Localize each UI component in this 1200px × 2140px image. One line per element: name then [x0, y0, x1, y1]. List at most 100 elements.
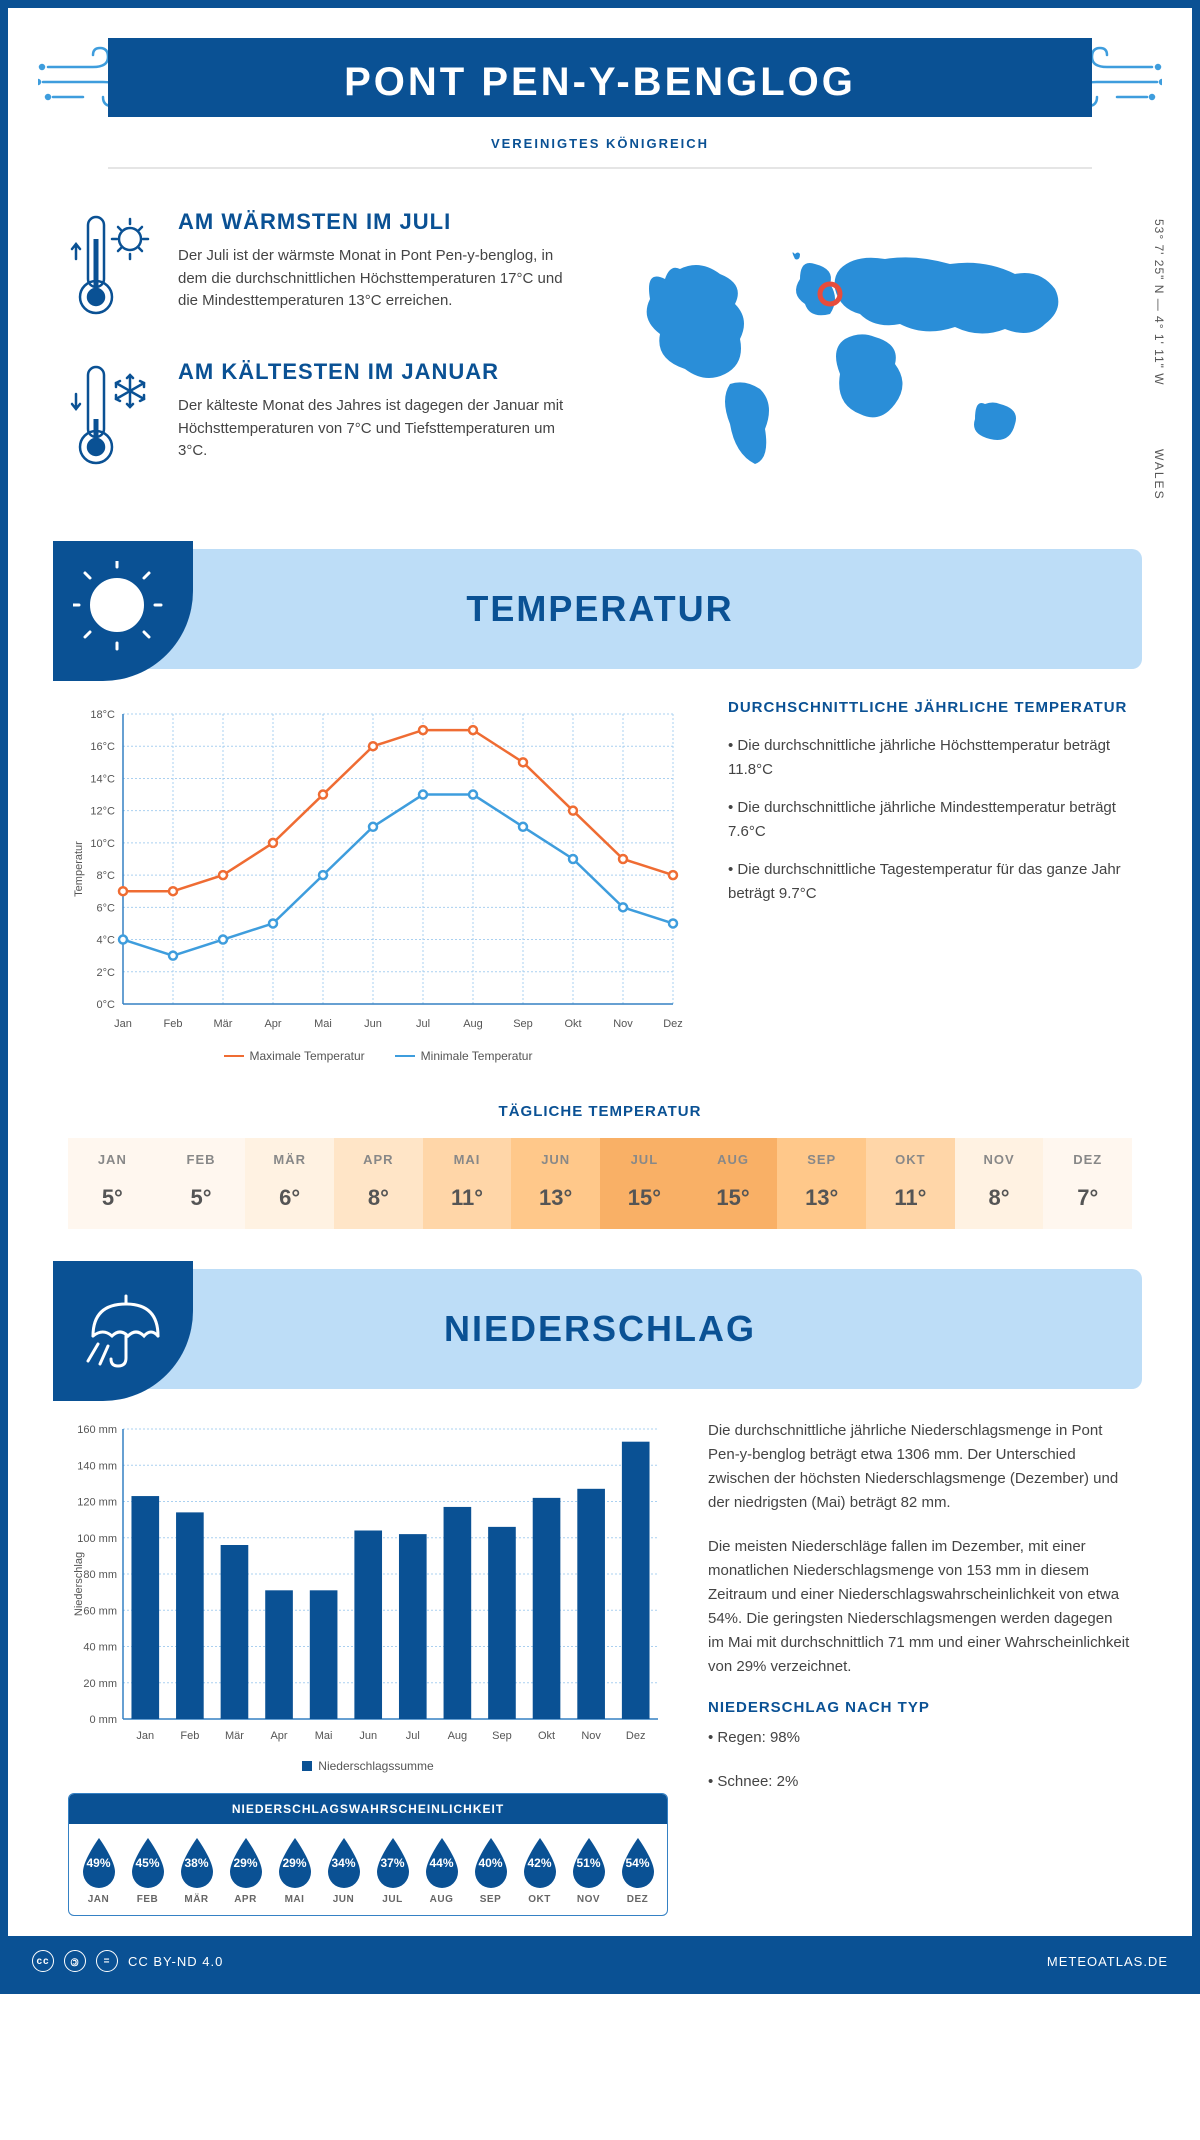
region-label: WALES: [1152, 449, 1166, 501]
by-icon: 🄯: [64, 1950, 86, 1972]
svg-text:Temperatur: Temperatur: [73, 841, 85, 897]
subtitle-bar: VEREINIGTES KÖNIGREICH: [108, 117, 1092, 169]
svg-text:16°C: 16°C: [90, 741, 115, 753]
svg-text:Dez: Dez: [663, 1018, 683, 1030]
precip-legend: Niederschlagssumme: [68, 1759, 668, 1773]
sun-icon: [53, 541, 193, 681]
prob-cell: 51%NOV: [565, 1836, 612, 1905]
raindrop-icon: 51%: [568, 1836, 610, 1888]
svg-text:20 mm: 20 mm: [83, 1678, 117, 1690]
warmest-block: AM WÄRMSTEN IM JULI Der Juli ist der wär…: [68, 209, 585, 329]
precip-section-title: NIEDERSCHLAG: [444, 1308, 756, 1350]
svg-text:Dez: Dez: [626, 1730, 646, 1742]
temperature-chart: 0°C2°C4°C6°C8°C10°C12°C14°C16°C18°CJanFe…: [68, 699, 688, 1063]
temp-info-1: • Die durchschnittliche jährliche Höchst…: [728, 734, 1132, 782]
svg-text:160 mm: 160 mm: [77, 1424, 117, 1436]
raindrop-icon: 45%: [127, 1836, 169, 1888]
temp-section-title: TEMPERATUR: [466, 588, 733, 630]
svg-text:Mai: Mai: [315, 1730, 333, 1742]
thermometer-snow-icon: [68, 359, 158, 479]
svg-text:Feb: Feb: [180, 1730, 199, 1742]
precip-type-1: • Regen: 98%: [708, 1726, 1132, 1750]
site-name: METEOATLAS.DE: [1047, 1954, 1168, 1969]
daily-cell: AUG15°: [689, 1138, 778, 1229]
daily-cell: FEB5°: [157, 1138, 246, 1229]
svg-text:Mär: Mär: [214, 1018, 233, 1030]
daily-cell: MAI11°: [423, 1138, 512, 1229]
svg-text:Jan: Jan: [114, 1018, 132, 1030]
svg-text:14°C: 14°C: [90, 773, 115, 785]
prob-cell: 29%APR: [222, 1836, 269, 1905]
daily-cell: JUN13°: [511, 1138, 600, 1229]
daily-cell: DEZ7°: [1043, 1138, 1132, 1229]
thermometer-sun-icon: [68, 209, 158, 329]
svg-text:6°C: 6°C: [97, 902, 116, 914]
raindrop-icon: 42%: [519, 1836, 561, 1888]
precip-type-title: NIEDERSCHLAG NACH TYP: [708, 1699, 1132, 1716]
legend-max: Maximale Temperatur: [250, 1049, 365, 1063]
location-title: PONT PEN-Y-BENGLOG: [108, 60, 1092, 105]
temp-info-3: • Die durchschnittliche Tagestemperatur …: [728, 858, 1132, 906]
world-map: [615, 209, 1132, 489]
svg-text:Sep: Sep: [492, 1730, 512, 1742]
cc-icon: cc: [32, 1950, 54, 1972]
svg-text:Jun: Jun: [364, 1018, 382, 1030]
coordinates: 53° 7' 25" N — 4° 1' 11" W: [1152, 219, 1166, 386]
temp-info-title: DURCHSCHNITTLICHE JÄHRLICHE TEMPERATUR: [728, 699, 1132, 716]
svg-text:40 mm: 40 mm: [83, 1642, 117, 1654]
daily-cell: MÄR6°: [245, 1138, 334, 1229]
warmest-title: AM WÄRMSTEN IM JULI: [178, 209, 585, 235]
svg-text:Nov: Nov: [581, 1730, 601, 1742]
raindrop-icon: 54%: [617, 1836, 659, 1888]
svg-text:Sep: Sep: [513, 1018, 533, 1030]
svg-text:80 mm: 80 mm: [83, 1569, 117, 1581]
prob-cell: 29%MAI: [271, 1836, 318, 1905]
precip-text-1: Die durchschnittliche jährliche Niedersc…: [708, 1419, 1132, 1515]
prob-title: NIEDERSCHLAGSWAHRSCHEINLICHKEIT: [69, 1794, 667, 1824]
footer: cc 🄯 = CC BY-ND 4.0 METEOATLAS.DE: [8, 1936, 1192, 1986]
prob-cell: 49%JAN: [75, 1836, 122, 1905]
svg-text:Jul: Jul: [406, 1730, 420, 1742]
svg-text:60 mm: 60 mm: [83, 1605, 117, 1617]
prob-cell: 40%SEP: [467, 1836, 514, 1905]
coldest-block: AM KÄLTESTEN IM JANUAR Der kälteste Mona…: [68, 359, 585, 479]
svg-text:Okt: Okt: [538, 1730, 555, 1742]
coldest-title: AM KÄLTESTEN IM JANUAR: [178, 359, 585, 385]
prob-cell: 42%OKT: [516, 1836, 563, 1905]
raindrop-icon: 40%: [470, 1836, 512, 1888]
coldest-text: Der kälteste Monat des Jahres ist dagege…: [178, 395, 585, 463]
daily-cell: JUL15°: [600, 1138, 689, 1229]
svg-text:Jun: Jun: [359, 1730, 377, 1742]
prob-cell: 45%FEB: [124, 1836, 171, 1905]
svg-text:0 mm: 0 mm: [90, 1714, 118, 1726]
temp-legend: Maximale Temperatur Minimale Temperatur: [68, 1049, 688, 1063]
raindrop-icon: 29%: [225, 1836, 267, 1888]
prob-cell: 37%JUL: [369, 1836, 416, 1905]
header: PONT PEN-Y-BENGLOG: [108, 38, 1092, 117]
svg-text:Jan: Jan: [136, 1730, 154, 1742]
svg-text:Apr: Apr: [270, 1730, 287, 1742]
section-band-temp: TEMPERATUR: [58, 549, 1142, 669]
svg-text:140 mm: 140 mm: [77, 1460, 117, 1472]
svg-text:120 mm: 120 mm: [77, 1497, 117, 1509]
prob-cell: 38%MÄR: [173, 1836, 220, 1905]
umbrella-icon: [53, 1261, 193, 1401]
warmest-text: Der Juli ist der wärmste Monat in Pont P…: [178, 245, 585, 313]
svg-text:Aug: Aug: [448, 1730, 468, 1742]
precipitation-chart: 0 mm20 mm40 mm60 mm80 mm100 mm120 mm140 …: [68, 1419, 668, 1773]
raindrop-icon: 38%: [176, 1836, 218, 1888]
svg-text:Nov: Nov: [613, 1018, 633, 1030]
svg-text:10°C: 10°C: [90, 838, 115, 850]
daily-temp-strip: JAN5°FEB5°MÄR6°APR8°MAI11°JUN13°JUL15°AU…: [68, 1138, 1132, 1229]
svg-text:18°C: 18°C: [90, 709, 115, 721]
raindrop-icon: 44%: [421, 1836, 463, 1888]
svg-text:Niederschlag: Niederschlag: [73, 1552, 85, 1616]
section-band-precip: NIEDERSCHLAG: [58, 1269, 1142, 1389]
legend-precip: Niederschlagssumme: [318, 1759, 433, 1773]
country-label: VEREINIGTES KÖNIGREICH: [491, 136, 709, 151]
svg-text:2°C: 2°C: [97, 967, 116, 979]
license-text: CC BY-ND 4.0: [128, 1954, 223, 1969]
svg-text:Okt: Okt: [564, 1018, 581, 1030]
raindrop-icon: 29%: [274, 1836, 316, 1888]
precip-text-2: Die meisten Niederschläge fallen im Deze…: [708, 1535, 1132, 1679]
